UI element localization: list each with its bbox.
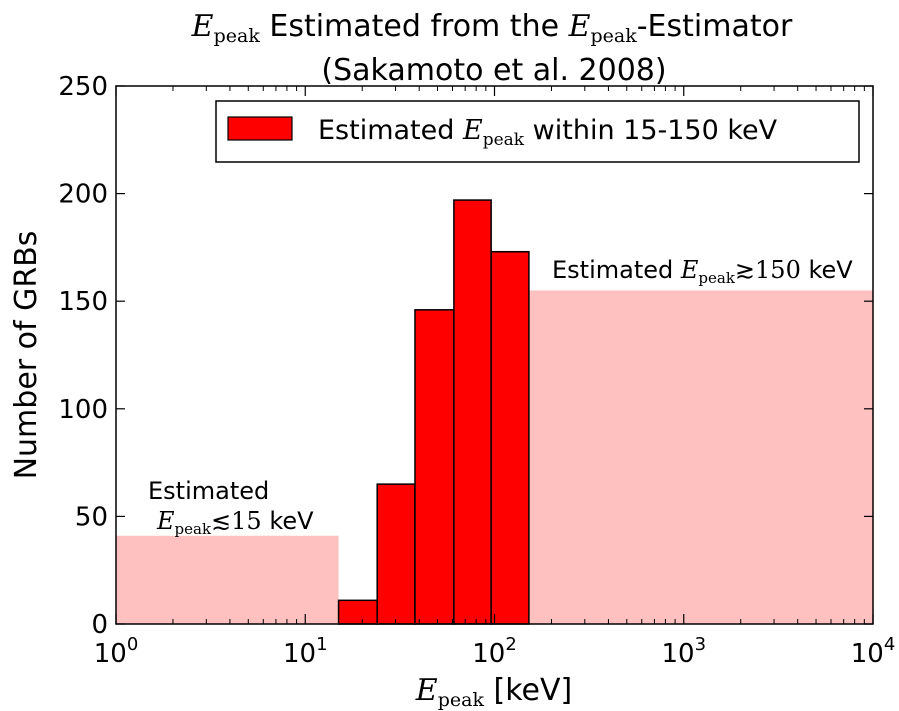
axis-ticks: [115, 85, 874, 625]
legend: Estimated Epeak within 15-150 keV: [215, 100, 860, 163]
annotation-low-line1: Estimated: [148, 477, 269, 505]
chart-title-line2: (Sakamoto et al. 2008): [321, 53, 666, 88]
x-tick-labels: 100 101 102 103 104: [94, 634, 896, 669]
y-tick-label-3: 150: [58, 287, 108, 317]
histogram-bar-0: [337, 599, 378, 625]
histogram-bar-3: [453, 199, 492, 625]
histogram-bar-4: [490, 250, 530, 625]
shaded-regions: [116, 290, 873, 624]
histogram-bar-2: [414, 309, 455, 625]
y-tick-label-4: 200: [58, 180, 108, 210]
shaded-region-1: [528, 290, 873, 624]
legend-box: [215, 100, 860, 163]
x-tick-label-0: 100: [94, 634, 139, 669]
annotation-low-line2: Epeak≲15 keV: [156, 507, 314, 538]
x-axis-label: Epeak [keV]: [415, 673, 572, 711]
y-tick-labels: 0 50 100 150 200 250: [58, 72, 108, 640]
x-tick-label-3: 103: [661, 634, 706, 669]
annotation-high: Estimated Epeak≳150 keV: [552, 256, 853, 287]
legend-label: Estimated Epeak within 15-150 keV: [318, 115, 778, 150]
histogram-bars: [337, 199, 530, 625]
histogram-bar-1: [376, 483, 416, 625]
shaded-region-0: [116, 535, 339, 624]
x-tick-label-1: 101: [283, 634, 328, 669]
legend-swatch: [227, 116, 293, 141]
y-tick-label-2: 100: [58, 395, 108, 425]
y-tick-label-1: 50: [75, 502, 108, 532]
x-tick-label-2: 102: [472, 634, 517, 669]
y-tick-label-5: 250: [58, 72, 108, 102]
y-axis-label: Number of GRBs: [9, 231, 44, 480]
y-tick-label-0: 0: [91, 610, 108, 640]
chart-title-line1: Epeak Estimated from the Epeak-Estimator: [191, 9, 793, 47]
x-tick-label-4: 104: [851, 634, 896, 669]
